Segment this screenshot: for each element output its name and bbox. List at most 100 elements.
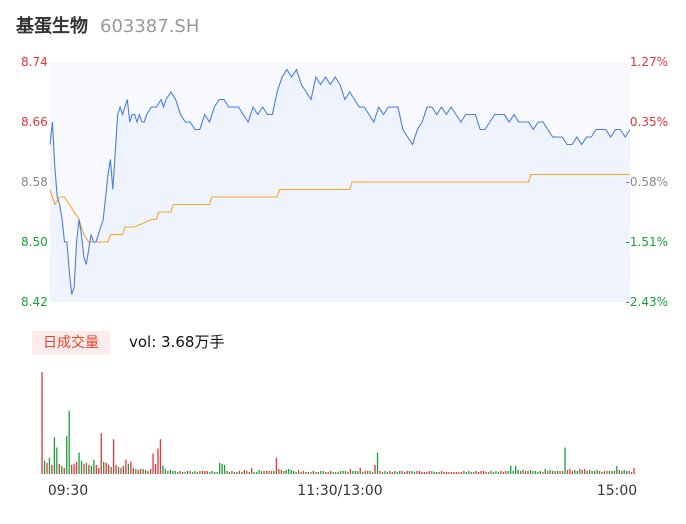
volume-bar (344, 470, 347, 474)
volume-bar (327, 471, 329, 474)
volume-bar (626, 470, 628, 474)
volume-bar (569, 468, 571, 474)
volume-bar (100, 433, 102, 474)
volume-bar (196, 471, 199, 474)
volume-bar (512, 470, 514, 474)
volume-bar (482, 470, 485, 474)
volume-bar (127, 463, 130, 474)
volume-bar (406, 470, 408, 474)
volume-bar (186, 470, 189, 474)
volume-bar (93, 459, 95, 474)
volume-bar (152, 453, 154, 474)
volume-badge[interactable]: 日成交量 (32, 331, 110, 355)
volume-bar (529, 469, 532, 474)
volume-bar (507, 470, 509, 474)
volume-bar (431, 470, 433, 474)
volume-bar (630, 471, 633, 474)
y-left-tick-label: 8.66 (21, 115, 48, 129)
volume-bar (364, 470, 366, 474)
volume-bar (290, 469, 292, 474)
volume-bar (367, 470, 369, 474)
volume-bar (142, 468, 144, 474)
volume-bar (524, 470, 527, 474)
volume-bar (413, 471, 416, 474)
volume-bar (552, 470, 554, 474)
volume-bar (302, 470, 305, 474)
volume-bar (436, 471, 438, 474)
volume-bar (103, 461, 105, 474)
volume-bar (596, 469, 598, 474)
volume-bar (167, 470, 169, 474)
volume-bar (473, 471, 475, 474)
volume-bar (317, 471, 319, 474)
volume-bar (342, 470, 344, 474)
volume-bar (80, 460, 83, 474)
volume-bar (120, 467, 122, 474)
volume-bar (46, 462, 48, 474)
volume-bar (43, 460, 46, 474)
volume-bar (233, 471, 236, 474)
volume-bar (603, 470, 606, 474)
volume-bar (399, 470, 401, 474)
volume-bar (532, 470, 534, 474)
volume-bar (510, 465, 512, 474)
x-tick-label: 11:30/13:00 (297, 483, 382, 499)
volume-bar (421, 471, 423, 474)
volume-bar (584, 468, 586, 474)
volume-bar (475, 470, 477, 474)
volume-bar (391, 471, 393, 474)
volume-bar (236, 471, 238, 474)
volume-bar (98, 467, 100, 474)
volume-bar (115, 464, 117, 474)
average-price-line (49, 173, 630, 243)
volume-bar (579, 468, 581, 474)
volume-bar (515, 465, 517, 474)
volume-bar (566, 469, 569, 474)
volume-bar (357, 470, 359, 474)
volume-bar (438, 471, 440, 474)
volume-bar (495, 470, 497, 474)
volume-bar (226, 470, 228, 474)
volume-bar (589, 469, 591, 474)
volume-bar (310, 471, 312, 474)
volume-bar (164, 468, 167, 474)
volume-bar (194, 470, 196, 474)
right-axis: 1.27% 0.35% -0.58% -1.51% -2.43% (626, 55, 668, 309)
volume-bar (322, 470, 324, 474)
stock-code: 603387.SH (100, 16, 200, 37)
volume-bar (149, 468, 152, 474)
volume-bar (556, 470, 559, 474)
volume-bar (251, 467, 253, 474)
volume-bar (537, 471, 539, 474)
volume-bar (53, 437, 56, 474)
volume-bar (283, 470, 285, 474)
volume-bar (157, 448, 159, 474)
volume-bar (593, 470, 596, 474)
volume-bar (260, 470, 263, 474)
volume-bar (337, 471, 339, 474)
volume-bar (154, 463, 157, 474)
volume-bar (78, 452, 80, 474)
volume-bar (468, 470, 470, 474)
volume-bar (191, 471, 194, 474)
volume-bar (450, 471, 453, 474)
volume-bar (408, 470, 411, 474)
volume-bar (445, 471, 448, 474)
volume-bar (122, 465, 125, 474)
volume-bar (458, 471, 460, 474)
volume-bar (547, 470, 549, 474)
volume-bar (68, 410, 70, 474)
volume-bar (480, 470, 482, 474)
chart-title: 基蛋生物 603387.SH (16, 12, 199, 38)
volume-bar (85, 462, 88, 474)
volume-bar (478, 471, 480, 474)
volume-bar (206, 470, 208, 474)
volume-bar (300, 471, 302, 474)
volume-bar (169, 469, 171, 474)
y-right-tick-label: -1.51% (626, 235, 668, 249)
volume-bar (564, 447, 566, 474)
volume-bar (401, 470, 403, 474)
volume-bar (418, 470, 421, 474)
volume-bar (201, 470, 204, 474)
volume-bar (209, 471, 211, 474)
